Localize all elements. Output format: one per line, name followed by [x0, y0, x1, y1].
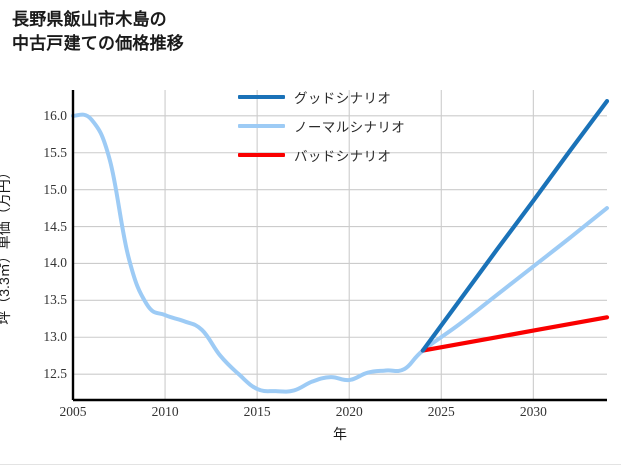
x-axis-tick-label: 2030 — [519, 404, 547, 419]
legend-item-label: ノーマルシナリオ — [294, 120, 406, 135]
y-axis-tick-label: 15.0 — [43, 181, 67, 197]
legend-item-label: グッドシナリオ — [294, 91, 392, 106]
x-axis-tick-label: 2020 — [335, 404, 363, 419]
y-axis-tick-label: 12.5 — [43, 366, 67, 382]
x-axis-tick-label: 2010 — [151, 404, 179, 419]
chart-legend: グッドシナリオ ノーマルシナリオ バッドシナリオ — [238, 88, 405, 164]
x-axis-tick-label: 2025 — [427, 404, 455, 419]
chart-svg — [71, 90, 610, 402]
x-axis-tick-label: 2005 — [59, 404, 87, 419]
legend-item[interactable]: ノーマルシナリオ — [238, 117, 405, 135]
series-line-normal — [71, 112, 609, 394]
y-axis-tick-label: 15.5 — [43, 144, 67, 160]
y-axis-tick-label: 16.0 — [43, 107, 67, 123]
axis-lines — [71, 90, 607, 402]
legend-color-swatch — [238, 124, 285, 128]
y-axis-tick-label: 14.5 — [43, 218, 67, 234]
legend-color-swatch — [238, 153, 285, 157]
series-line-bad — [420, 315, 610, 353]
y-axis-tick-label: 13.0 — [43, 329, 67, 345]
page-title: 長野県飯山市木島の 中古戸建ての価格推移 — [12, 10, 184, 54]
y-axis-tick-label: 14.0 — [43, 255, 67, 271]
series-line-good — [420, 98, 610, 353]
y-axis-tick-label: 13.5 — [43, 292, 67, 308]
series-lines — [71, 98, 610, 394]
legend-color-swatch — [238, 95, 285, 99]
plot-area — [71, 90, 610, 402]
gridlines — [72, 90, 607, 400]
legend-item[interactable]: バッドシナリオ — [238, 146, 405, 164]
y-axis-title: 坪（3.3㎡）単価（万円） — [0, 165, 12, 325]
legend-item[interactable]: グッドシナリオ — [238, 88, 405, 106]
x-axis-title: 年 — [333, 426, 347, 442]
x-axis-tick-label: 2015 — [243, 404, 271, 419]
legend-item-label: バッドシナリオ — [294, 149, 392, 164]
